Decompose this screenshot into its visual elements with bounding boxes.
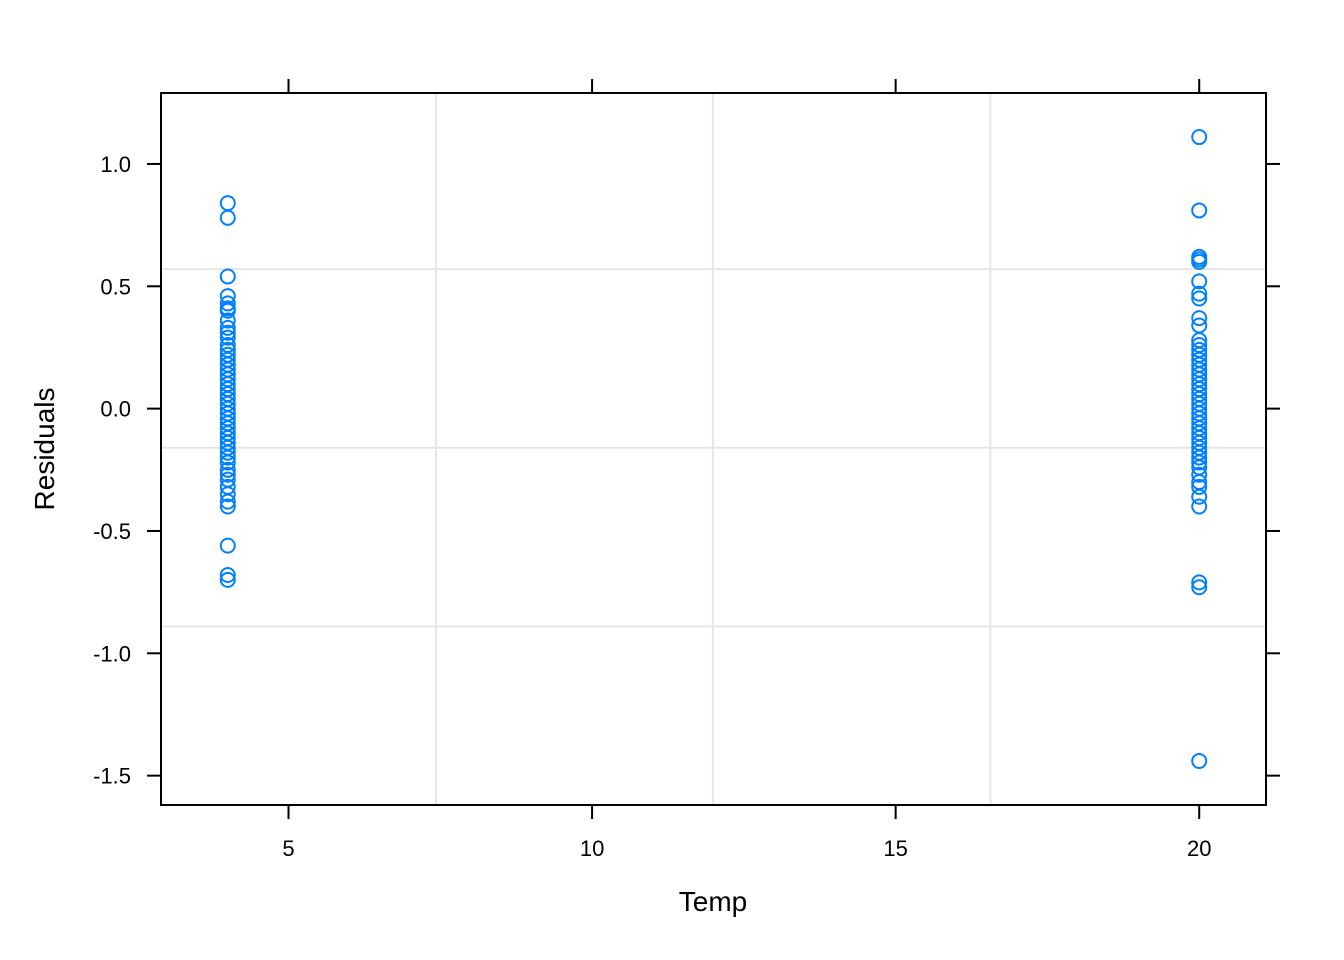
- data-point: [219, 498, 236, 515]
- data-point: [219, 493, 236, 510]
- y-tick-label: 0.0: [100, 397, 131, 422]
- data-point: [219, 537, 236, 554]
- y-axis-title: Residuals: [29, 388, 60, 511]
- data-point: [219, 449, 236, 466]
- data-point: [1191, 273, 1208, 290]
- data-point: [1191, 285, 1208, 302]
- data-point: [1191, 290, 1208, 307]
- data-point: [219, 567, 236, 584]
- data-point: [219, 461, 236, 478]
- data-point: [219, 454, 236, 471]
- data-point: [219, 466, 236, 483]
- x-tick-label: 10: [580, 836, 604, 861]
- data-point: [219, 195, 236, 212]
- data-point: [1191, 202, 1208, 219]
- data-point: [1191, 752, 1208, 769]
- data-point: [219, 444, 236, 461]
- y-tick-label: -1.0: [93, 641, 131, 666]
- x-tick-label: 5: [282, 836, 294, 861]
- data-point: [219, 486, 236, 503]
- plot-frame: [160, 92, 1267, 806]
- y-tick-label: 1.0: [100, 152, 131, 177]
- data-point: [1191, 574, 1208, 591]
- data-point: [219, 209, 236, 226]
- y-tick-label: 0.5: [100, 274, 131, 299]
- data-point: [219, 319, 236, 336]
- x-axis-title: Temp: [679, 886, 747, 917]
- data-point: [1191, 253, 1208, 270]
- y-tick-label: -1.5: [93, 764, 131, 789]
- data-point: [1191, 449, 1208, 466]
- tick-labels: 5 10 15 20 -1.5 -1.0 -0.5 0.0 0.5 1.0: [93, 152, 1211, 861]
- data-points: [219, 129, 1208, 769]
- data-point: [219, 571, 236, 588]
- data-point: [1191, 454, 1208, 471]
- data-point: [1191, 488, 1208, 505]
- data-point: [1191, 498, 1208, 515]
- data-point: [1191, 579, 1208, 596]
- data-point: [1191, 466, 1208, 483]
- data-point: [219, 329, 236, 346]
- data-point: [219, 268, 236, 285]
- data-point: [219, 295, 236, 312]
- x-tick-label: 15: [883, 836, 907, 861]
- grid-lines: [161, 93, 1266, 805]
- data-point: [219, 324, 236, 341]
- data-point: [219, 302, 236, 319]
- data-point: [1191, 478, 1208, 495]
- data-point: [219, 312, 236, 329]
- axis-ticks: [147, 79, 1280, 819]
- data-point: [1191, 129, 1208, 146]
- y-tick-label: -0.5: [93, 519, 131, 544]
- data-point: [1191, 310, 1208, 327]
- x-tick-label: 20: [1187, 836, 1211, 861]
